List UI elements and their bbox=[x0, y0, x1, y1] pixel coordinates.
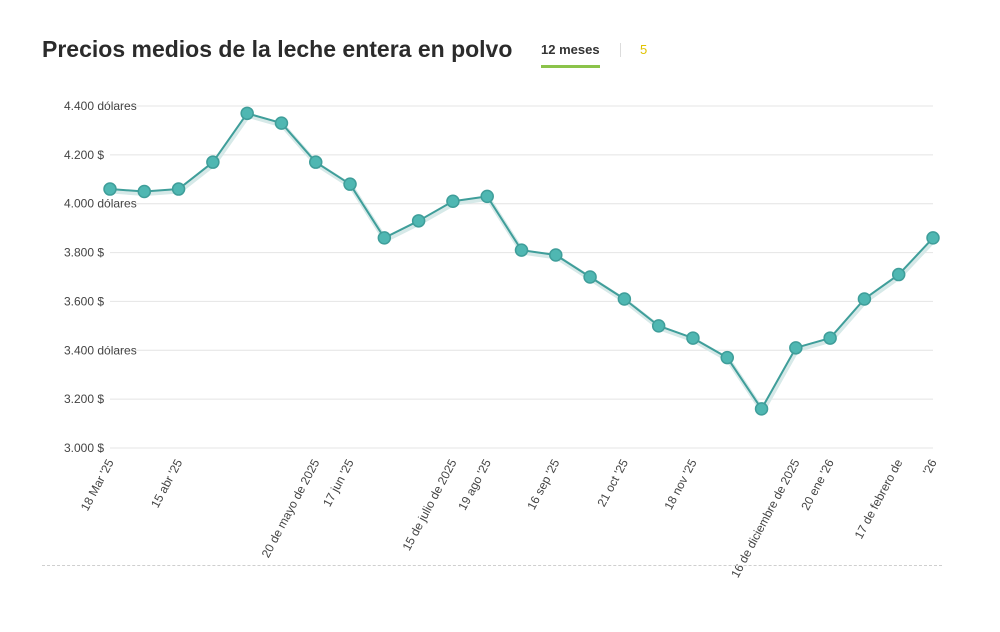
data-point[interactable] bbox=[103, 182, 117, 196]
data-point[interactable] bbox=[514, 243, 529, 257]
data-point[interactable] bbox=[720, 350, 734, 365]
data-point[interactable] bbox=[377, 231, 392, 245]
y-tick-label: 4.200 $ bbox=[64, 148, 104, 162]
x-tick-label: 16 sep '25 bbox=[524, 457, 562, 512]
data-point[interactable] bbox=[446, 194, 460, 209]
data-point[interactable] bbox=[686, 331, 700, 345]
x-tick-label: 16 de diciembre de 2025 bbox=[728, 457, 803, 580]
y-tick-label: 4.400 dólares bbox=[64, 99, 137, 113]
x-tick-label: 18 nov '25 bbox=[661, 457, 699, 512]
y-tick-label: 3.400 dólares bbox=[64, 343, 137, 357]
y-tick-label: 4.000 dólares bbox=[64, 197, 137, 211]
data-point[interactable] bbox=[137, 184, 152, 199]
line-chart: 4.400 dólares 4.200 $ 4.000 dólares 3.800 $… bbox=[64, 99, 940, 580]
x-tick-label: 15 abr '25 bbox=[148, 457, 185, 511]
data-point[interactable] bbox=[274, 116, 289, 130]
y-tick-label: 3.200 $ bbox=[64, 392, 104, 406]
data-point[interactable] bbox=[549, 248, 563, 262]
tab-5[interactable]: 5 bbox=[640, 42, 648, 57]
y-tick-label: 3.800 $ bbox=[64, 246, 104, 260]
tab-separator bbox=[620, 43, 621, 57]
x-tick-label: 20 de mayo de 2025 bbox=[259, 457, 323, 560]
data-point[interactable] bbox=[789, 341, 803, 355]
data-point[interactable] bbox=[343, 177, 357, 191]
y-tick-label: 3.000 $ bbox=[64, 441, 104, 455]
data-point[interactable] bbox=[617, 292, 632, 306]
data-point[interactable] bbox=[583, 270, 597, 284]
x-axis-labels: 18 Mar '25 15 abr '25 20 de mayo de 202517… bbox=[78, 457, 940, 580]
data-point[interactable] bbox=[891, 267, 906, 282]
data-point[interactable] bbox=[651, 319, 666, 333]
grid-layer bbox=[110, 105, 933, 449]
chart-title: Precios medios de la leche entera en pol… bbox=[42, 36, 513, 62]
data-point[interactable] bbox=[309, 155, 323, 169]
x-tick-label: 17 de febrero de bbox=[852, 457, 906, 542]
data-point[interactable] bbox=[926, 231, 940, 245]
x-tick-label: 18 Mar '25 bbox=[78, 457, 117, 514]
data-point[interactable] bbox=[171, 182, 186, 196]
x-tick-label: 15 de julio de 2025 bbox=[400, 457, 460, 553]
data-point[interactable] bbox=[857, 292, 872, 306]
x-tick-label: 21 oct '25 bbox=[594, 457, 631, 509]
x-tick-label: '26 bbox=[920, 457, 940, 478]
y-tick-label: 3.600 $ bbox=[64, 294, 104, 308]
data-point[interactable] bbox=[411, 214, 426, 228]
y-axis-labels: 4.400 dólares 4.200 $ 4.000 dólares 3.800 $… bbox=[64, 99, 137, 455]
series-line-shadow bbox=[110, 112, 936, 414]
series-line bbox=[109, 112, 934, 410]
data-point[interactable] bbox=[206, 155, 220, 169]
data-point[interactable] bbox=[823, 331, 837, 345]
tab-12-months[interactable]: 12 meses bbox=[541, 42, 600, 68]
data-point[interactable] bbox=[480, 189, 494, 204]
series-line-layer bbox=[109, 112, 936, 414]
data-point[interactable] bbox=[754, 402, 769, 416]
footer-divider bbox=[42, 565, 942, 566]
x-tick-label: 20 ene '26 bbox=[798, 457, 837, 513]
x-tick-label: 17 jun '25 bbox=[320, 457, 357, 509]
data-point[interactable] bbox=[240, 106, 254, 121]
x-tick-label: 19 ago '25 bbox=[455, 457, 494, 513]
series-points-layer bbox=[103, 106, 940, 416]
